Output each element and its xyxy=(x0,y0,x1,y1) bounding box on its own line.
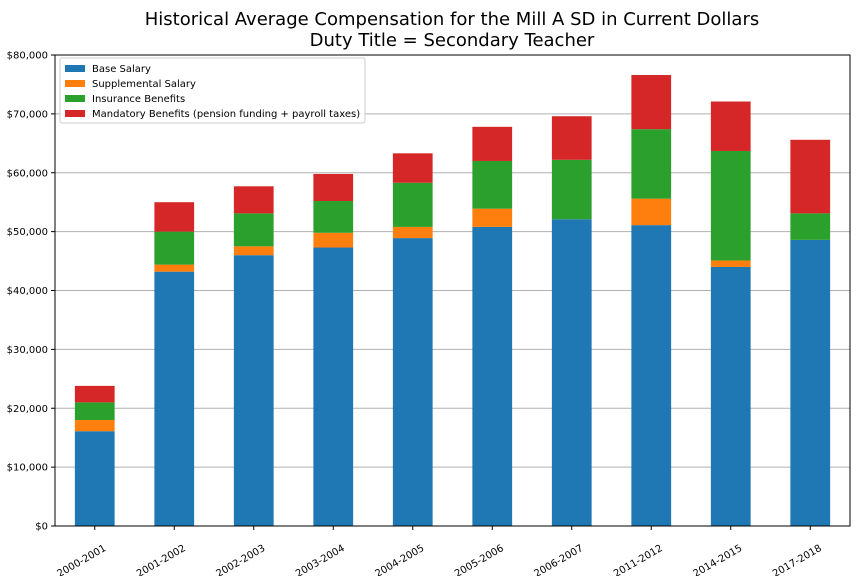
bar-segment-0-4 xyxy=(392,238,433,526)
y-tick-label: $70,000 xyxy=(7,109,48,120)
x-tick-label: 2005-2006 xyxy=(453,543,506,576)
bar-segment-0-6 xyxy=(551,219,592,527)
x-tick-label: 2017-2018 xyxy=(771,543,824,576)
y-tick-label: $50,000 xyxy=(7,227,48,238)
plot-frame xyxy=(54,54,851,527)
legend-box xyxy=(59,57,366,124)
x-tick-label: 2001-2002 xyxy=(135,543,188,576)
bar-segment-1-1 xyxy=(154,264,195,272)
bar-segment-3-5 xyxy=(472,126,513,161)
bar-segment-2-7 xyxy=(631,129,672,199)
y-tick-label: $40,000 xyxy=(7,286,48,297)
bar-segment-2-2 xyxy=(233,213,274,247)
bar-segment-0-0 xyxy=(74,431,115,526)
legend-swatch xyxy=(65,95,85,102)
bar-segment-3-8 xyxy=(710,101,751,151)
bar-segment-1-2 xyxy=(233,246,274,256)
y-tick-label: $20,000 xyxy=(7,404,48,415)
bar-segment-0-5 xyxy=(472,226,513,527)
bar-segment-1-5 xyxy=(472,208,513,227)
legend-swatch xyxy=(65,65,85,72)
bar-segment-2-4 xyxy=(392,182,433,227)
bar-segment-0-7 xyxy=(631,225,672,526)
x-tick-label: 2002-2003 xyxy=(215,543,268,576)
bar-segment-3-2 xyxy=(233,186,274,214)
bar-segment-1-7 xyxy=(631,198,672,226)
legend: Base Salary Supplemental Salary Insurance … xyxy=(59,57,366,124)
x-tick-label: 2004-2005 xyxy=(374,543,427,576)
y-tick-label: $10,000 xyxy=(7,463,48,474)
bar-segment-0-1 xyxy=(154,271,195,526)
bar-segment-3-4 xyxy=(392,153,433,183)
bar-segment-2-3 xyxy=(313,201,354,233)
legend-label: Supplemental Salary xyxy=(92,79,196,90)
chart-subtitle: Duty Title = Secondary Teacher xyxy=(310,30,595,51)
y-tick-label: $0 xyxy=(35,522,48,533)
y-axis-ticks: $0 $10,000 $20,000 $30,000 $40,000 $50,000 $60… xyxy=(7,51,55,533)
y-tick-label: $80,000 xyxy=(7,51,48,62)
bar-segment-2-5 xyxy=(472,160,513,209)
legend-swatch xyxy=(65,80,85,87)
y-tick-label: $30,000 xyxy=(7,345,48,356)
bar-segment-3-3 xyxy=(313,173,354,202)
bar-segment-3-1 xyxy=(154,202,195,232)
x-tick-label: 2011-2012 xyxy=(612,543,665,576)
bar-segment-1-3 xyxy=(313,232,354,248)
bar-segment-2-6 xyxy=(551,159,592,220)
bars xyxy=(74,75,831,527)
bar-segment-1-4 xyxy=(392,226,433,239)
legend-label: Base Salary xyxy=(92,64,151,75)
x-tick-label: 2003-2004 xyxy=(294,543,347,576)
y-tick-label: $60,000 xyxy=(7,168,48,179)
bar-segment-0-9 xyxy=(790,239,831,526)
bar-segment-3-9 xyxy=(790,139,831,214)
bar-segment-1-0 xyxy=(74,420,115,432)
bar-segment-3-7 xyxy=(631,75,672,130)
bar-segment-1-8 xyxy=(710,260,751,267)
x-tick-label: 2014-2015 xyxy=(692,543,745,576)
legend-label: Mandatory Benefits (pension funding + pa… xyxy=(92,109,360,120)
legend-label: Insurance Benefits xyxy=(92,94,185,105)
bar-segment-0-8 xyxy=(710,266,751,526)
x-tick-label: 2006-2007 xyxy=(533,543,586,576)
bar-segment-0-2 xyxy=(233,255,274,527)
chart-title: Historical Average Compensation for the … xyxy=(145,9,759,30)
legend-swatch xyxy=(65,110,85,117)
bar-segment-2-0 xyxy=(74,402,115,421)
bar-segment-3-6 xyxy=(551,116,592,160)
bar-segment-2-8 xyxy=(710,150,751,261)
bar-segment-0-3 xyxy=(313,247,354,527)
x-axis-ticks: 2000-2001 2001-2002 2002-2003 2003-2004 2004… xyxy=(56,526,824,576)
bar-segment-2-9 xyxy=(790,213,831,240)
x-tick-label: 2000-2001 xyxy=(56,543,109,576)
bar-segment-2-1 xyxy=(154,231,195,265)
bar-segment-3-0 xyxy=(74,385,115,403)
